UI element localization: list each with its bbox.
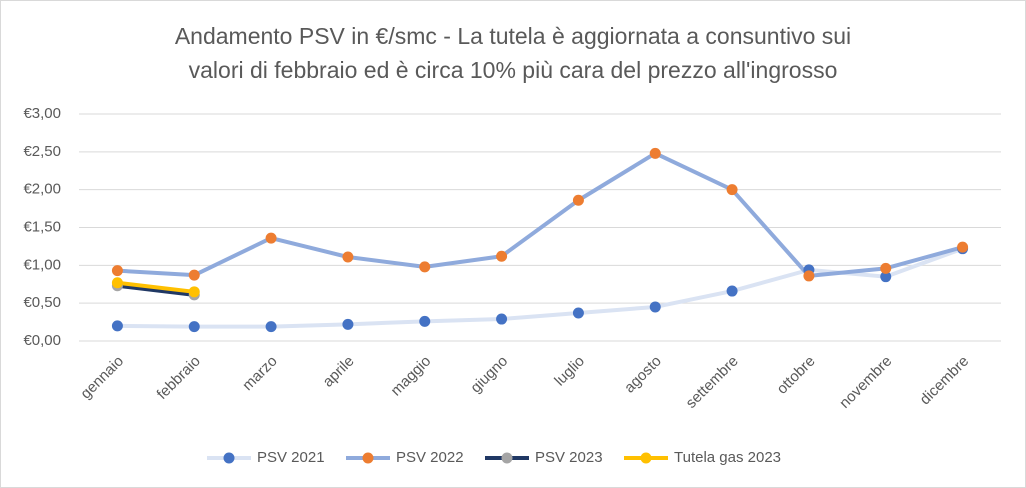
data-point [726,285,738,297]
chart-title: valori di febbraio ed è circa 10% più ca… [189,57,838,83]
data-point [342,318,354,330]
data-point [880,271,892,283]
legend-label: Tutela gas 2023 [674,449,781,466]
data-point [496,313,508,325]
data-point [957,241,969,253]
data-point [111,265,123,277]
data-point [649,147,661,159]
y-tick-label: €0,50 [23,294,61,311]
chart-title: Andamento PSV in €/smc - La tutela è agg… [175,23,851,49]
data-point [188,269,200,281]
series-line [117,280,195,294]
data-point [111,320,123,332]
y-tick-label: €1,50 [23,218,61,235]
legend-label: PSV 2022 [396,449,464,466]
y-tick-label: €2,00 [23,181,61,198]
series-line [117,246,964,329]
legend-label: PSV 2023 [535,449,603,466]
y-tick-label: €0,00 [23,332,61,349]
data-point [496,250,508,262]
data-point [572,307,584,319]
legend-marker [640,452,652,464]
data-point [265,232,277,244]
data-point [649,301,661,313]
y-tick-label: €3,00 [23,105,61,122]
data-point [880,262,892,274]
data-point [342,251,354,263]
series-line [117,151,964,278]
data-point [265,321,277,333]
data-point [803,270,815,282]
series-line [117,283,195,297]
data-point [188,321,200,333]
data-point [188,286,200,298]
data-point [572,194,584,206]
data-point [419,261,431,273]
data-point [111,277,123,289]
data-point [419,315,431,327]
legend-label: PSV 2021 [257,449,325,466]
y-tick-label: €1,00 [23,256,61,273]
y-tick-label: €2,50 [23,143,61,160]
data-point [726,184,738,196]
legend-marker [362,452,374,464]
legend-marker [223,452,235,464]
legend-marker [501,452,513,464]
